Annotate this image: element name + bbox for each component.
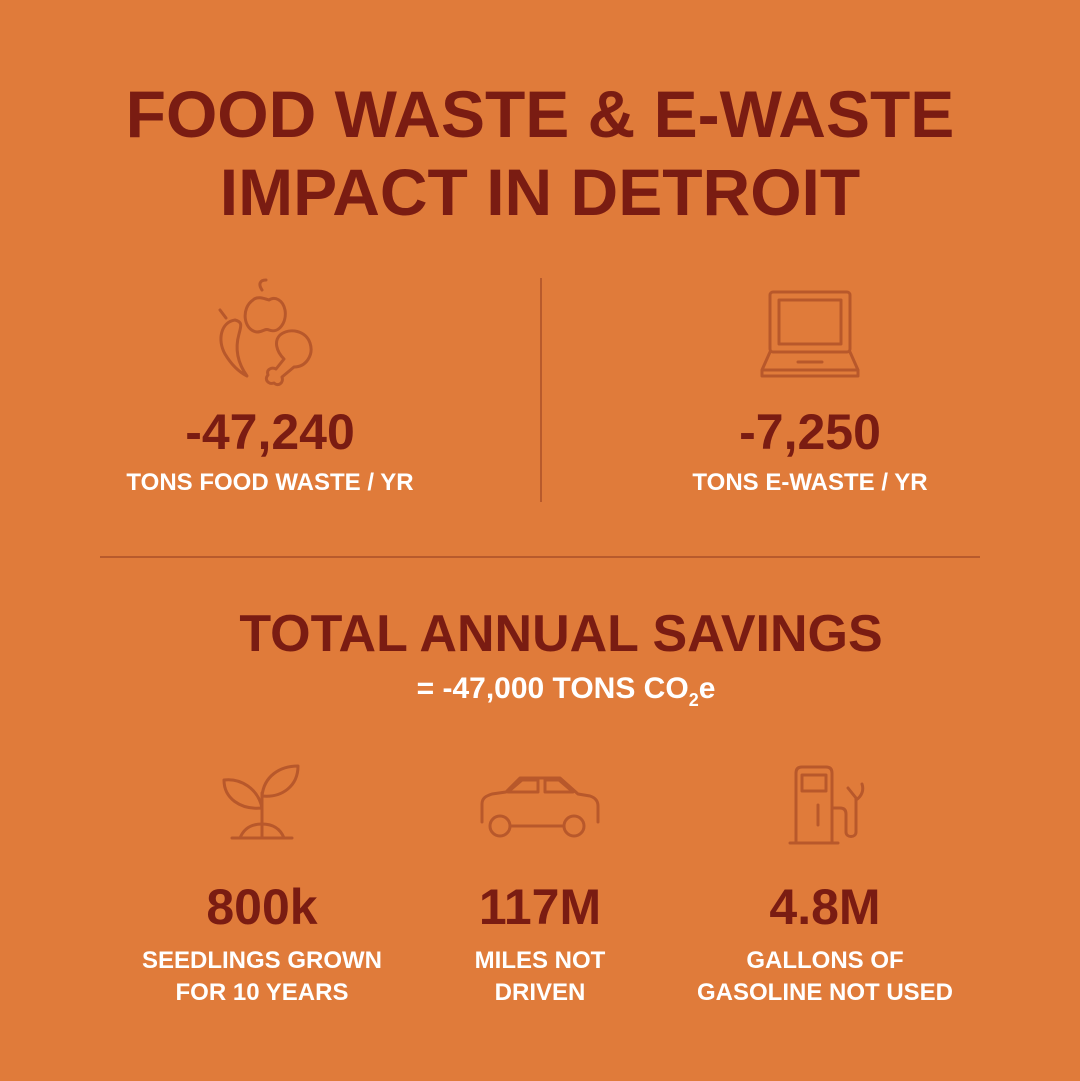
savings-title: TOTAL ANNUAL SAVINGS xyxy=(239,605,882,663)
title-line: FOOD WASTE & E-WASTE xyxy=(126,77,955,151)
equivalent-label: DRIVEN xyxy=(495,979,586,1006)
title-line: IMPACT IN DETROIT xyxy=(220,155,860,229)
laptop-icon xyxy=(760,290,860,378)
equivalent-label: FOR 10 YEARS xyxy=(176,979,349,1006)
equivalent-label: SEEDLINGS GROWN xyxy=(142,947,382,974)
equivalent-label: GASOLINE NOT USED xyxy=(697,979,953,1006)
food-icon xyxy=(218,278,313,387)
car-icon xyxy=(480,776,600,838)
subtitle-part: e xyxy=(699,672,716,705)
seedling-icon xyxy=(222,764,300,840)
equivalent-value: 117M xyxy=(479,879,601,935)
subscript: 2 xyxy=(689,690,699,710)
subtitle-part: = -47,000 TONS CO xyxy=(417,672,689,705)
equivalent-value: 800k xyxy=(206,879,317,935)
equivalent-label: GALLONS OF xyxy=(746,947,903,974)
waste-value: -47,240 xyxy=(185,404,355,460)
equivalent-value: 4.8M xyxy=(769,879,880,935)
savings-subtitle: = -47,000 TONS CO2e xyxy=(417,672,716,710)
waste-label: TONS FOOD WASTE / YR xyxy=(126,469,413,496)
gas-pump-icon xyxy=(788,765,865,845)
equivalent-label: MILES NOT xyxy=(475,947,606,974)
waste-value: -7,250 xyxy=(739,404,881,460)
waste-label: TONS E-WASTE / YR xyxy=(692,469,927,496)
